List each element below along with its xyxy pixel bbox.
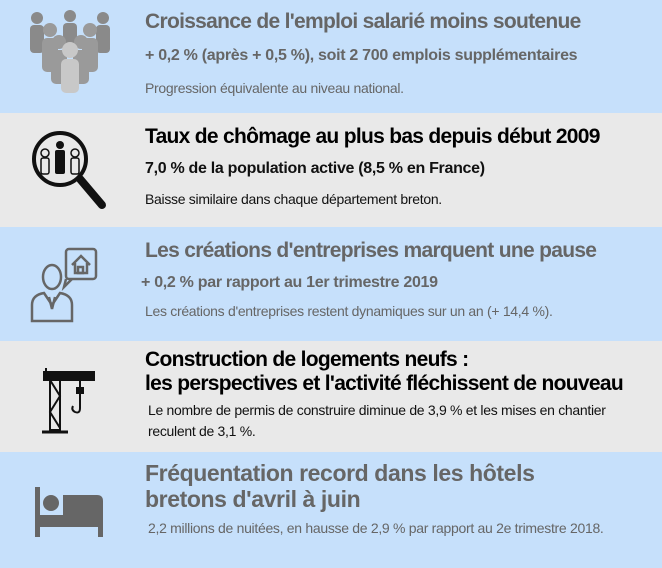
section-title-line2: bretons d'avril à juin <box>145 486 361 512</box>
section-unemployment: Taux de chômage au plus bas depuis début… <box>0 113 662 227</box>
section-subtitle: + 0,2 % par rapport au 1er trimestre 201… <box>141 274 438 291</box>
section-description: Baisse similaire dans chaque département… <box>145 191 442 207</box>
section-title: Taux de chômage au plus bas depuis début… <box>145 125 600 148</box>
section-description: Le nombre de permis de construire diminu… <box>148 402 606 439</box>
crane-icon <box>20 366 120 436</box>
section-title: Croissance de l'emploi salarié moins sou… <box>145 10 581 33</box>
section-housing-construction: Construction de logements neufs : les pe… <box>0 341 662 452</box>
section-subtitle: 7,0 % de la population active (8,5 % en … <box>145 160 485 177</box>
people-crowd-icon <box>20 8 120 93</box>
section-business-creation: Les créations d'entreprises marquent une… <box>0 227 662 341</box>
section-employment: Croissance de l'emploi salarié moins sou… <box>0 0 662 113</box>
section-title-line1: Fréquentation record dans les hôtels <box>145 460 535 486</box>
businessman-house-icon <box>20 243 120 323</box>
section-description: Progression équivalente au niveau nation… <box>145 80 404 96</box>
section-subtitle: + 0,2 % (après + 0,5 %), soit 2 700 empl… <box>145 47 578 64</box>
magnifier-people-icon <box>20 127 120 212</box>
section-title-line1: Construction de logements neufs : <box>145 348 469 371</box>
bed-icon <box>20 482 120 542</box>
section-title-line2: les perspectives et l'activité fléchisse… <box>145 372 624 395</box>
section-title: Les créations d'entreprises marquent une… <box>145 239 597 262</box>
section-description: Les créations d'entreprises restent dyna… <box>145 303 553 319</box>
section-description: 2,2 millions de nuitées, en hausse de 2,… <box>148 520 604 536</box>
section-hotel-occupancy: Fréquentation record dans les hôtels bre… <box>0 452 662 568</box>
